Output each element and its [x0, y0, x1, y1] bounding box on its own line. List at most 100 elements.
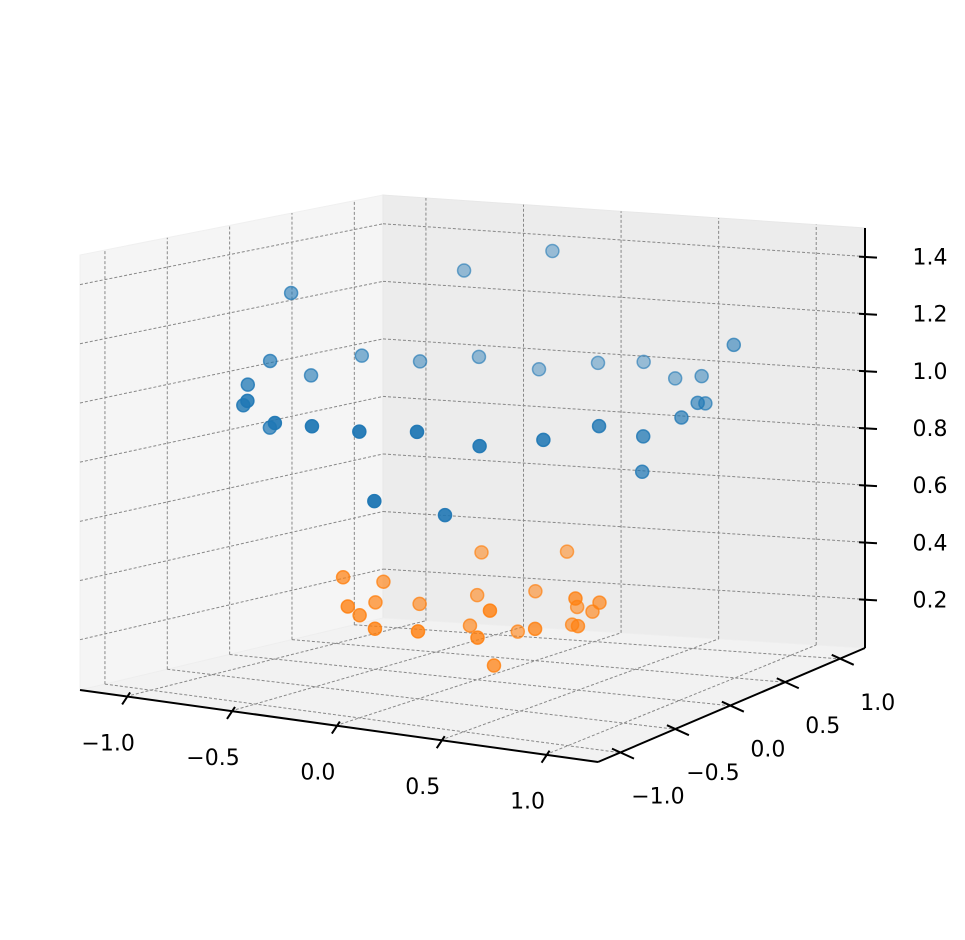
point: [462, 618, 478, 633]
grid-line: [79, 338, 384, 404]
grid-line: [79, 395, 384, 463]
point: [469, 587, 485, 603]
z-tick: [858, 598, 878, 602]
y-tick-label: 0.5: [805, 714, 840, 739]
z-tick-label: 0.8: [913, 417, 948, 442]
grid-line: [440, 638, 719, 741]
point: [240, 393, 255, 409]
point: [262, 353, 278, 369]
point: [636, 354, 651, 370]
y-tick-label: 1.0: [860, 691, 895, 716]
z-tick: [858, 312, 878, 316]
point: [335, 570, 351, 585]
y-tick-label: −0.5: [686, 761, 739, 786]
point: [592, 595, 607, 610]
grid-line: [79, 453, 384, 522]
point: [412, 354, 428, 369]
x-tick: [540, 750, 551, 764]
grid-line: [382, 338, 866, 372]
point: [303, 368, 319, 383]
point: [368, 595, 383, 610]
point: [674, 410, 689, 425]
y-tick: [666, 724, 690, 737]
x-tick: [226, 706, 236, 720]
pane-back: [382, 194, 866, 649]
z-tick: [858, 484, 878, 488]
point: [409, 424, 425, 440]
point: [354, 348, 370, 363]
y-tick: [831, 653, 855, 666]
grid-line: [291, 639, 785, 683]
point: [470, 630, 485, 645]
x-tick-label: 1.0: [510, 790, 545, 815]
grid-line: [79, 511, 384, 581]
point: [367, 621, 383, 636]
y-tick-label: 0.0: [750, 738, 785, 763]
z-tick: [858, 427, 878, 430]
x-tick: [121, 691, 131, 705]
x-tick-label: −1.0: [81, 731, 134, 756]
x-tick-label: 0.5: [405, 775, 440, 800]
point: [410, 624, 426, 639]
grid-line: [230, 626, 524, 712]
z-tick-label: 1.2: [913, 303, 948, 328]
z-tick-label: 0.6: [913, 474, 948, 499]
point: [591, 418, 607, 434]
point: [340, 599, 356, 614]
grid-line: [382, 453, 866, 486]
grid-line: [382, 280, 866, 315]
point: [471, 349, 487, 365]
point: [482, 603, 498, 618]
grid-line: [104, 683, 621, 754]
grid-line: [167, 668, 675, 730]
z-tick: [858, 369, 878, 373]
point: [634, 464, 650, 480]
point: [531, 362, 547, 377]
point: [304, 419, 320, 434]
grid-line: [545, 644, 817, 756]
point: [694, 368, 709, 384]
point: [527, 621, 543, 637]
point: [474, 545, 489, 560]
point: [590, 355, 606, 371]
grid-line: [229, 653, 730, 707]
point: [240, 377, 256, 392]
point: [456, 263, 472, 278]
y-tick: [776, 677, 800, 690]
grid-line: [382, 223, 866, 258]
point: [486, 658, 502, 673]
point: [437, 507, 453, 523]
x-tick: [331, 721, 341, 735]
grid-line: [382, 395, 866, 429]
grid-line: [79, 280, 384, 345]
z-tick-label: 0.2: [913, 588, 948, 613]
point: [352, 608, 367, 623]
grid-line: [79, 568, 384, 641]
y-tick-label: −1.0: [631, 785, 684, 810]
point: [376, 574, 391, 589]
point: [726, 337, 742, 353]
x-tick-label: 0.0: [300, 761, 335, 786]
point: [568, 591, 583, 606]
point: [472, 438, 487, 454]
point: [545, 243, 560, 259]
point: [635, 429, 651, 444]
x-tick-label: −0.5: [186, 746, 239, 771]
y-tick: [721, 700, 745, 713]
grid-line: [382, 511, 866, 543]
z-tick-label: 0.4: [913, 531, 948, 556]
x-axis: [79, 689, 599, 763]
point: [352, 424, 367, 439]
point: [367, 493, 382, 509]
point: [536, 432, 551, 448]
point: [559, 544, 575, 559]
point: [690, 395, 705, 411]
point: [528, 583, 543, 599]
z-tick-label: 1.0: [913, 360, 948, 385]
point: [667, 371, 683, 386]
point: [570, 618, 586, 634]
point: [267, 415, 283, 431]
grid-line: [382, 568, 866, 600]
point: [510, 624, 526, 639]
